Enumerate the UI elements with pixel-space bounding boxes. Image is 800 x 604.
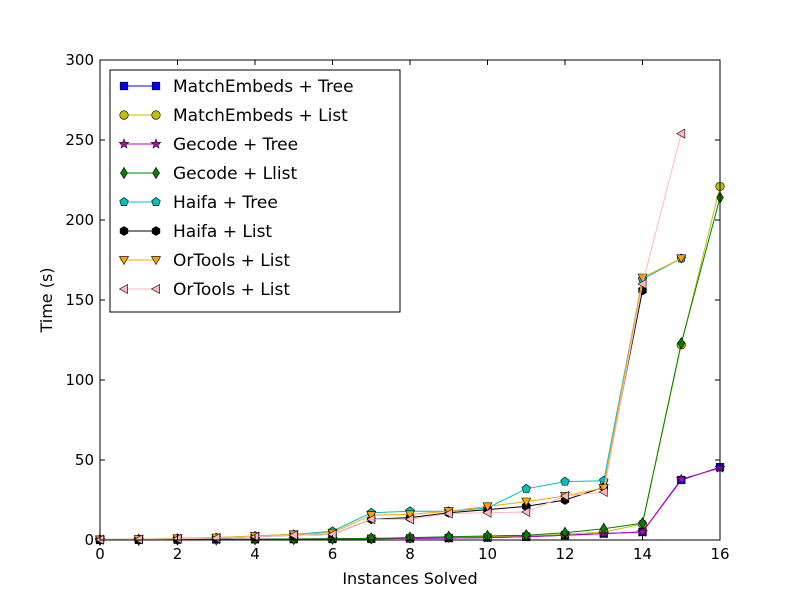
legend-label: Haifa + List — [173, 222, 272, 242]
legend-entry: Gecode + Tree — [118, 135, 298, 155]
legend-marker — [120, 166, 128, 180]
data-point — [288, 530, 298, 541]
series-line-8 — [99, 133, 682, 541]
legend-marker — [119, 226, 129, 236]
data-point — [676, 254, 687, 264]
data-point — [560, 476, 570, 486]
data-point — [636, 526, 649, 537]
x-tick-label: 2 — [173, 545, 183, 563]
legend-label: OrTools + List — [173, 280, 290, 300]
legend-entry: Haifa + Tree — [119, 193, 278, 213]
x-tick-label: 0 — [95, 545, 105, 563]
legend-label: MatchEmbeds + List — [173, 106, 348, 126]
y-tick-label: 50 — [75, 451, 94, 469]
data-point — [598, 486, 608, 498]
data-point — [638, 516, 647, 530]
legend-marker — [150, 256, 162, 266]
data-point — [521, 497, 532, 507]
x-tick-label: 12 — [555, 545, 574, 563]
legend-marker — [151, 110, 161, 120]
y-tick-label: 100 — [65, 371, 94, 389]
legend-label: MatchEmbeds + Tree — [173, 77, 354, 97]
legend-label: Haifa + Tree — [173, 193, 278, 213]
legend-marker — [118, 283, 128, 295]
legend-label: Gecode + Llist — [173, 164, 297, 184]
data-point — [675, 473, 687, 484]
data-point — [522, 528, 530, 542]
legend-entry: MatchEmbeds + List — [119, 106, 348, 126]
legend-entry: OrTools + List — [118, 280, 290, 300]
legend-marker — [151, 81, 161, 91]
legend-entry: Gecode + Llist — [120, 164, 297, 184]
data-point — [676, 128, 686, 139]
legend-marker — [150, 283, 160, 295]
legend-entry: Haifa + List — [119, 222, 272, 242]
y-tick-label: 0 — [84, 531, 94, 549]
x-axis-label: Instances Solved — [342, 569, 477, 588]
legend-label: Gecode + Tree — [173, 135, 298, 155]
data-point — [482, 502, 493, 512]
y-tick-label: 200 — [65, 211, 94, 229]
legend-marker — [119, 197, 129, 206]
legend-entry: MatchEmbeds + Tree — [119, 77, 354, 97]
data-point — [443, 508, 453, 519]
data-point — [133, 534, 143, 545]
data-point — [521, 483, 531, 493]
y-tick-label: 300 — [65, 51, 94, 69]
x-tick-label: 14 — [633, 545, 652, 563]
data-point — [637, 278, 647, 290]
legend — [109, 69, 401, 313]
legend-marker — [151, 197, 161, 206]
data-point — [559, 490, 569, 502]
y-axis-label: Time (s) — [37, 267, 56, 333]
legend-marker — [150, 138, 162, 149]
legend-marker — [118, 138, 130, 149]
x-tick-label: 4 — [250, 545, 260, 563]
legend-label: OrTools + List — [173, 251, 290, 271]
legend-marker — [119, 81, 129, 91]
data-point — [366, 514, 376, 525]
data-point — [521, 506, 531, 518]
x-tick-label: 16 — [710, 545, 729, 563]
data-point — [600, 522, 608, 536]
x-tick-label: 10 — [478, 545, 497, 563]
legend-marker — [119, 110, 129, 120]
legend-entry: OrTools + List — [118, 251, 290, 271]
y-tick-label: 150 — [65, 291, 94, 309]
y-tick-label: 250 — [65, 131, 94, 149]
data-point — [404, 510, 416, 520]
x-tick-label: 8 — [405, 545, 415, 563]
data-point — [367, 532, 375, 545]
data-point — [482, 507, 492, 518]
legend-marker — [152, 166, 160, 180]
x-tick-label: 6 — [328, 545, 338, 563]
data-point — [404, 514, 414, 525]
legend-marker — [151, 226, 161, 236]
data-point — [677, 336, 685, 350]
legend-marker — [118, 256, 130, 266]
